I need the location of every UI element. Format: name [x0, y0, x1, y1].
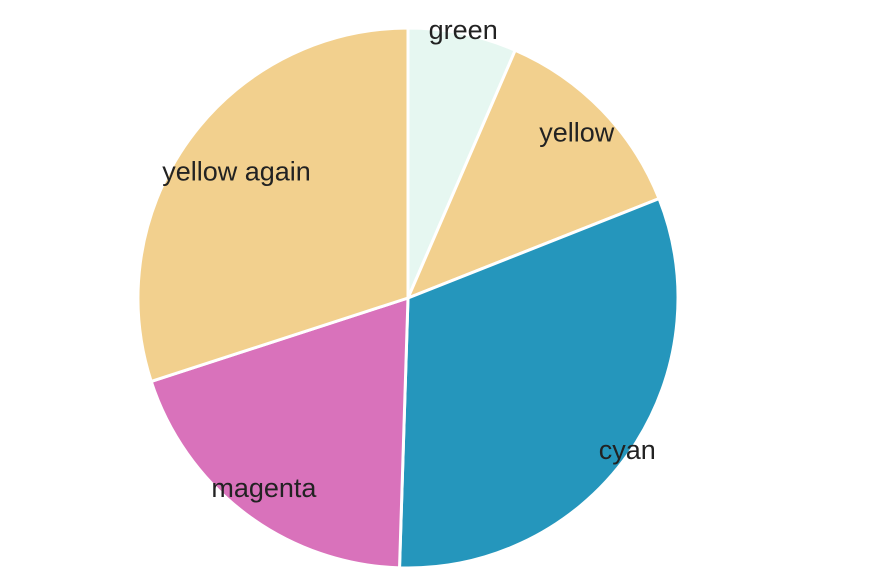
- slice-label-green: green: [429, 15, 498, 45]
- pie-slice-cyan: [397, 196, 680, 570]
- slice-label-magenta: magenta: [211, 473, 317, 503]
- slice-label-yellow-again: yellow again: [162, 157, 311, 187]
- pie-slice-magenta: [149, 295, 410, 570]
- slice-label-cyan: cyan: [599, 435, 656, 465]
- pie-slice-yellow-again: [136, 26, 410, 384]
- pie-slice-yellow: [405, 48, 661, 301]
- labels-layer: green yellow cyan magenta yellow again: [162, 15, 656, 503]
- slice-label-yellow: yellow: [539, 118, 615, 148]
- pie-slice-green: [406, 26, 518, 299]
- slices-layer: [136, 26, 680, 570]
